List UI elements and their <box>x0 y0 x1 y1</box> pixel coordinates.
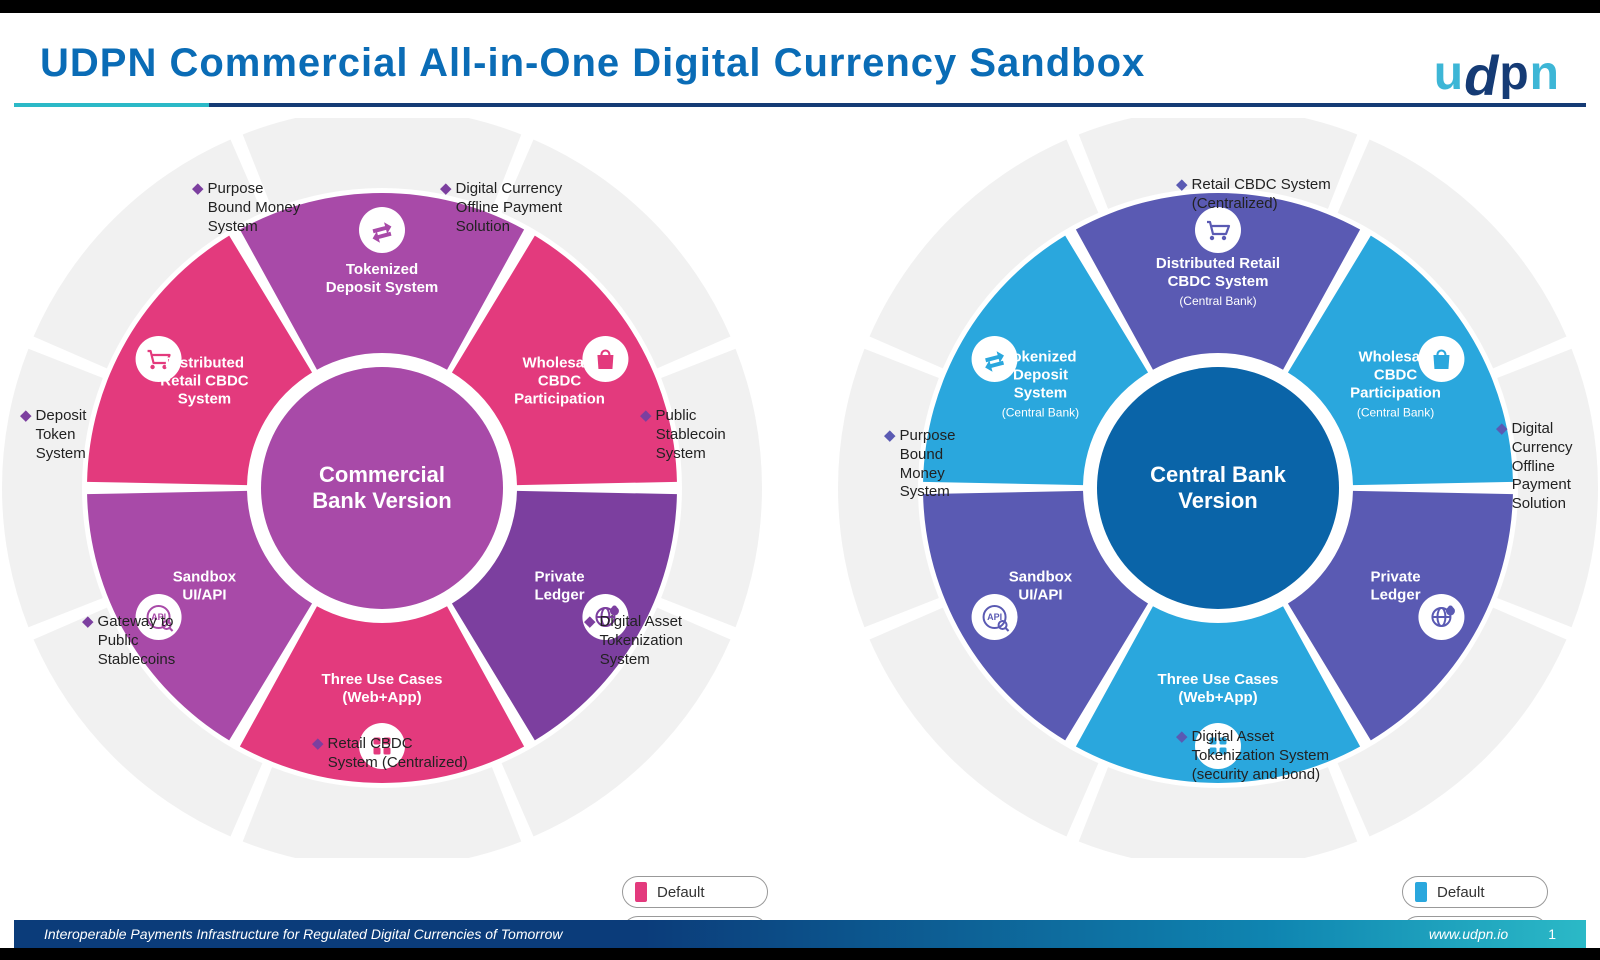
outer-optional-label: ◆Retail CBDC◆ System (Centralized) <box>312 735 468 773</box>
udpn-logo: udpn <box>1434 37 1560 102</box>
header-bar: UDPN Commercial All-in-One Digital Curre… <box>40 41 1560 101</box>
title-underline <box>14 103 1586 107</box>
footer-tagline: Interoperable Payments Infrastructure fo… <box>44 926 563 942</box>
outer-optional-label: ◆Gateway to◆ Public◆ Stablecoins <box>82 613 175 669</box>
outer-optional-label: ◆Deposit◆ Token◆ System <box>20 407 86 463</box>
central-outer-labels: ◆Retail CBDC System◆ (Centralized) ◆Digit… <box>828 118 1600 858</box>
outer-optional-label: ◆Digital Asset◆ Tokenization System◆ (se… <box>1176 728 1329 784</box>
outer-optional-label: ◆Purpose◆ Bound Money◆ System <box>192 180 300 236</box>
outer-optional-label: ◆Public◆ Stablecoin◆ System <box>640 407 726 463</box>
slide: UDPN Commercial All-in-One Digital Curre… <box>0 13 1600 948</box>
outer-optional-label: ◆Retail CBDC System◆ (Centralized) <box>1176 176 1331 214</box>
footer-bar: Interoperable Payments Infrastructure fo… <box>14 920 1586 948</box>
footer-page-number: 1 <box>1548 926 1556 942</box>
outer-optional-label: ◆Purpose◆ Bound◆ Money◆ System <box>884 427 955 502</box>
footer-url: www.udpn.io <box>1429 926 1508 942</box>
commercial-outer-labels: ◆Purpose◆ Bound Money◆ System ◆Digital Cu… <box>0 118 772 858</box>
outer-optional-label: ◆Digital Currency◆ Offline Payment◆ Solu… <box>440 180 562 236</box>
legend-default: Default <box>1402 876 1548 908</box>
outer-optional-label: ◆Digital◆ Currency◆ Offline◆ Payment◆ So… <box>1496 420 1573 514</box>
content-area: TokenizedDeposit SystemWholesaleCBDCPart… <box>14 108 1586 920</box>
legend-default-label: Default <box>657 884 705 901</box>
slide-title: UDPN Commercial All-in-One Digital Curre… <box>40 41 1560 86</box>
outer-optional-label: ◆Digital Asset◆ Tokenization◆ System <box>584 613 683 669</box>
legend-default-label: Default <box>1437 884 1485 901</box>
legend-default: Default <box>622 876 768 908</box>
